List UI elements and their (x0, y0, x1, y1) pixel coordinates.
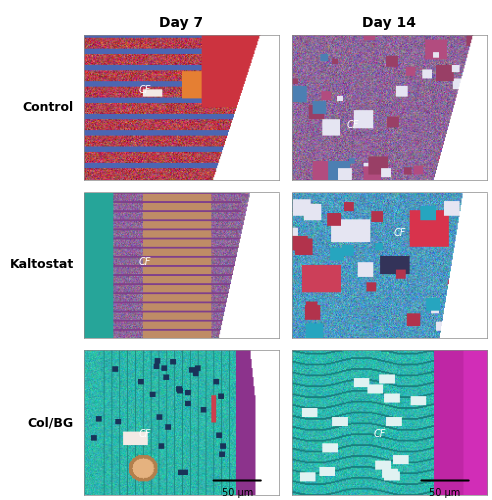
Text: CF: CF (373, 429, 386, 439)
Text: CF: CF (138, 429, 151, 439)
Text: Kaltostat: Kaltostat (9, 258, 74, 272)
Text: CF: CF (138, 85, 151, 95)
Text: Day 14: Day 14 (362, 16, 416, 30)
Text: CF: CF (393, 228, 405, 238)
Text: CF: CF (138, 257, 151, 267)
Text: 50 μm: 50 μm (430, 488, 461, 498)
Text: Control: Control (23, 101, 74, 114)
Text: 50 μm: 50 μm (221, 488, 253, 498)
Text: CF: CF (346, 120, 359, 130)
Text: Col/BG: Col/BG (28, 416, 74, 429)
Text: Day 7: Day 7 (159, 16, 204, 30)
